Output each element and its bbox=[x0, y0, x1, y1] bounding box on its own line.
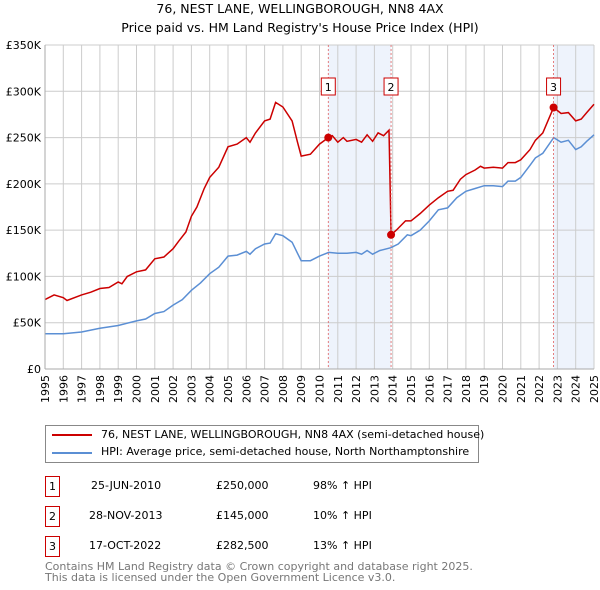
x-tick-label: 2021 bbox=[515, 375, 528, 403]
series-line bbox=[44, 101, 595, 302]
sale-number: 1 bbox=[45, 476, 60, 497]
x-tick-label: 2014 bbox=[387, 375, 400, 403]
sale-point bbox=[387, 230, 396, 239]
chart-title: 76, NEST LANE, WELLINGBOROUGH, NN8 4AX bbox=[156, 1, 444, 16]
sale-date: 25-JUN-2010 bbox=[91, 479, 162, 492]
sale-price: £145,000 bbox=[216, 509, 269, 522]
sale-label-box bbox=[320, 77, 336, 96]
x-tick-label: 2013 bbox=[368, 375, 381, 403]
sale-label: 3 bbox=[550, 81, 557, 94]
x-tick-label: 2012 bbox=[350, 375, 363, 403]
x-tick-label: 2015 bbox=[405, 375, 418, 403]
sale-label-box bbox=[546, 77, 562, 96]
x-tick-label: 2016 bbox=[423, 375, 436, 403]
price-chart: 76, NEST LANE, WELLINGBOROUGH, NN8 4AX P… bbox=[6, 1, 600, 403]
x-tick-label: 2010 bbox=[314, 375, 327, 403]
sale-label: 2 bbox=[388, 81, 395, 94]
legend-label-hpi: HPI: Average price, semi-detached house,… bbox=[101, 445, 470, 458]
legend-label-property: 76, NEST LANE, WELLINGBOROUGH, NN8 4AX (… bbox=[101, 428, 485, 441]
legend-swatch-hpi bbox=[52, 452, 92, 454]
x-tick-label: 1996 bbox=[57, 375, 70, 403]
x-tick-label: 2002 bbox=[167, 375, 180, 403]
sale-price: £282,500 bbox=[216, 539, 269, 552]
x-tick-label: 1998 bbox=[94, 375, 107, 403]
x-tick-label: 2003 bbox=[185, 375, 198, 403]
sale-point bbox=[549, 103, 558, 112]
x-tick-label: 1995 bbox=[39, 375, 52, 403]
chart-subtitle: Price paid vs. HM Land Registry's House … bbox=[121, 20, 478, 35]
x-tick-label: 2006 bbox=[240, 375, 253, 403]
x-tick-label: 2000 bbox=[131, 375, 144, 403]
sale-hpi: 98% ↑ HPI bbox=[313, 479, 372, 492]
legend-swatch-property bbox=[52, 434, 92, 436]
x-tick-label: 2017 bbox=[442, 375, 455, 403]
footer-licence: This data is licensed under the Open Gov… bbox=[45, 571, 396, 584]
sale-label: 1 bbox=[325, 81, 332, 94]
x-tick-label: 2008 bbox=[277, 375, 290, 403]
x-tick-label: 2009 bbox=[295, 375, 308, 403]
legend: 76, NEST LANE, WELLINGBOROUGH, NN8 4AX (… bbox=[45, 425, 484, 463]
y-tick-label: £300K bbox=[6, 85, 42, 98]
y-tick-label: £200K bbox=[6, 178, 42, 191]
x-tick-label: 2007 bbox=[259, 375, 272, 403]
y-tick-label: £150K bbox=[6, 224, 42, 237]
sale-hpi: 10% ↑ HPI bbox=[313, 509, 372, 522]
sale-price: £250,000 bbox=[216, 479, 269, 492]
x-tick-label: 1999 bbox=[112, 375, 125, 403]
y-tick-label: £250K bbox=[6, 132, 42, 145]
sale-hpi: 13% ↑ HPI bbox=[313, 539, 372, 552]
x-tick-label: 2001 bbox=[149, 375, 162, 403]
sale-number: 3 bbox=[45, 536, 60, 557]
x-tick-label: 2018 bbox=[460, 375, 473, 403]
y-tick-label: £0 bbox=[27, 363, 41, 376]
x-tick-label: 2004 bbox=[204, 375, 217, 403]
sale-date: 28-NOV-2013 bbox=[89, 509, 163, 522]
x-tick-label: 1997 bbox=[76, 375, 89, 403]
x-tick-label: 2024 bbox=[570, 375, 583, 403]
x-tick-label: 2005 bbox=[222, 375, 235, 403]
sale-date: 17-OCT-2022 bbox=[89, 539, 162, 552]
shaded-range bbox=[328, 45, 392, 369]
sale-label-box bbox=[383, 77, 399, 96]
sale-point bbox=[324, 133, 333, 142]
x-tick-label: 2011 bbox=[332, 375, 345, 403]
y-tick-label: £100K bbox=[6, 270, 42, 283]
footer-copyright: Contains HM Land Registry data © Crown c… bbox=[45, 560, 473, 573]
x-tick-label: 2023 bbox=[551, 375, 564, 403]
y-tick-label: £350K bbox=[6, 39, 42, 52]
x-tick-label: 2020 bbox=[497, 375, 510, 403]
shaded-range bbox=[553, 45, 594, 369]
sale-number: 2 bbox=[45, 506, 60, 527]
x-tick-label: 2019 bbox=[478, 375, 491, 403]
x-tick-label: 2022 bbox=[533, 375, 546, 403]
x-tick-label: 2025 bbox=[588, 375, 600, 403]
y-tick-label: £50K bbox=[13, 317, 42, 330]
series-line bbox=[45, 134, 595, 335]
